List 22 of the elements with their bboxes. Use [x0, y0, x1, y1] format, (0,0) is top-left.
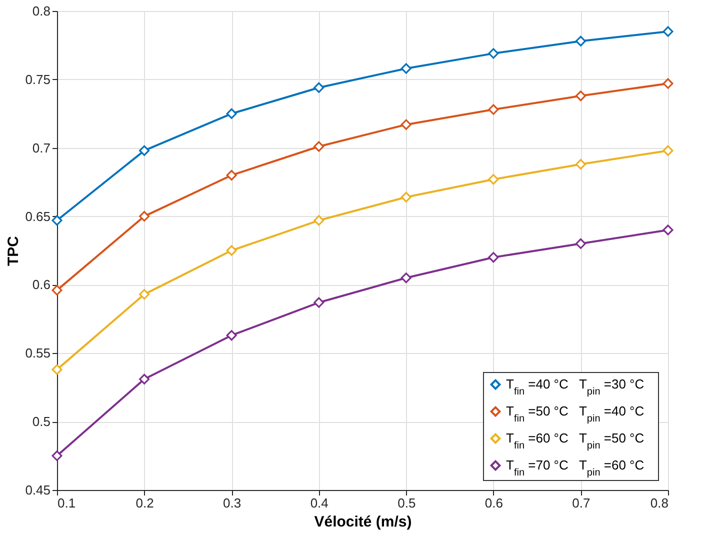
x-tick-label: 0.5 [398, 496, 416, 510]
x-tick-label: 0.6 [484, 496, 503, 510]
y-axis-title: TPC [5, 236, 22, 266]
y-tick-label: 0.75 [25, 72, 50, 87]
y-tick-label: 0.55 [25, 346, 50, 361]
y-tick-label: 0.7 [32, 140, 50, 156]
y-tick-label: 0.5 [32, 414, 50, 430]
x-tick-label: 0.8 [650, 496, 668, 510]
y-tick-label: 0.45 [25, 482, 50, 498]
x-tick-label: 0.2 [136, 496, 154, 510]
y-tick-label: 0.65 [25, 208, 50, 224]
x-tick-label: 0.3 [223, 496, 242, 510]
legend-label: T$_{fin}$ =50 °C T$_{pin}$ =40 °C [506, 404, 644, 424]
y-tick-label: 0.6 [32, 277, 50, 292]
x-axis-title: Vélocité (m/s) [314, 514, 412, 530]
x-tick-label: 0.4 [310, 496, 328, 510]
legend-label: T$_{fin}$ =40 °C T$_{pin}$ =30 °C [506, 376, 644, 397]
legend-label: T$_{fin}$ =70 °C T$_{pin}$ =60 °C [506, 458, 644, 478]
legend-label: T$_{fin}$ =60 °C T$_{pin}$ =50 °C [506, 430, 644, 451]
y-tick-label: 0.8 [32, 4, 50, 18]
x-tick-label: 0.1 [58, 496, 76, 510]
x-tick-label: 0.7 [572, 496, 590, 510]
